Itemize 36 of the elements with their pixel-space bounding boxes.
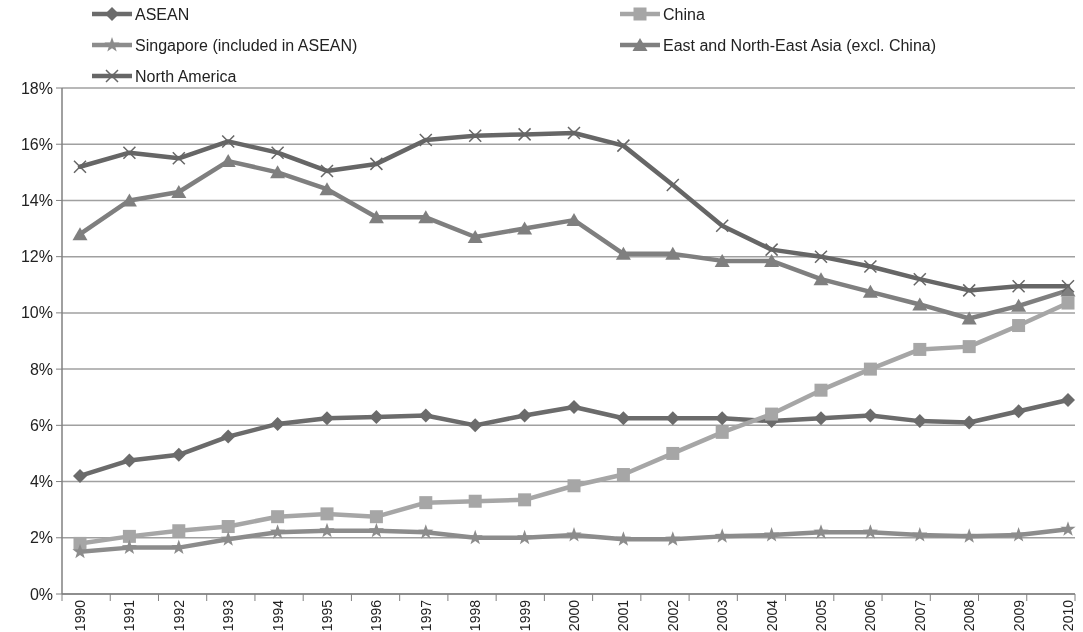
x-tick-label: 1991	[121, 599, 138, 632]
y-tick-label: 16%	[20, 135, 53, 153]
x-tick-label: 1996	[368, 599, 385, 632]
x-tick-label: 2002	[664, 599, 681, 632]
y-tick-label: 4%	[29, 473, 53, 491]
x-tick-label: 2000	[566, 599, 582, 632]
y-tick-label: 0%	[29, 585, 53, 603]
legend-label: North America	[135, 67, 237, 85]
legend-label: East and North-East Asia (excl. China)	[663, 36, 937, 54]
y-tick-label: 12%	[20, 248, 53, 266]
x-tick-label: 2008	[961, 599, 978, 632]
legend-label: ASEAN	[135, 5, 190, 23]
x-tick-label: 1992	[170, 599, 187, 632]
x-tick-label: 2003	[714, 599, 731, 632]
x-tick-label: 1998	[467, 599, 484, 632]
x-tick-label: 1997	[417, 599, 434, 632]
x-tick-label: 1993	[220, 599, 237, 632]
x-tick-label: 2005	[813, 599, 829, 632]
y-tick-label: 2%	[29, 529, 53, 547]
y-tick-label: 10%	[20, 304, 53, 322]
x-tick-label: 2010	[1060, 599, 1076, 632]
y-tick-label: 6%	[29, 416, 53, 434]
x-tick-label: 2009	[1010, 599, 1027, 632]
legend-label: China	[663, 5, 705, 23]
x-tick-label: 1999	[516, 599, 533, 632]
y-tick-label: 14%	[20, 192, 53, 210]
x-tick-label: 1995	[319, 599, 335, 632]
y-tick-label: 8%	[29, 360, 53, 378]
x-tick-label: 1990	[72, 599, 88, 632]
x-tick-label: 2001	[615, 599, 632, 632]
x-tick-label: 2006	[862, 599, 879, 632]
x-tick-label: 2007	[911, 599, 928, 632]
legend-label: Singapore (included in ASEAN)	[135, 36, 358, 54]
y-tick-label: 18%	[20, 79, 53, 97]
x-tick-label: 2004	[763, 599, 780, 632]
x-tick-label: 1994	[269, 599, 286, 632]
